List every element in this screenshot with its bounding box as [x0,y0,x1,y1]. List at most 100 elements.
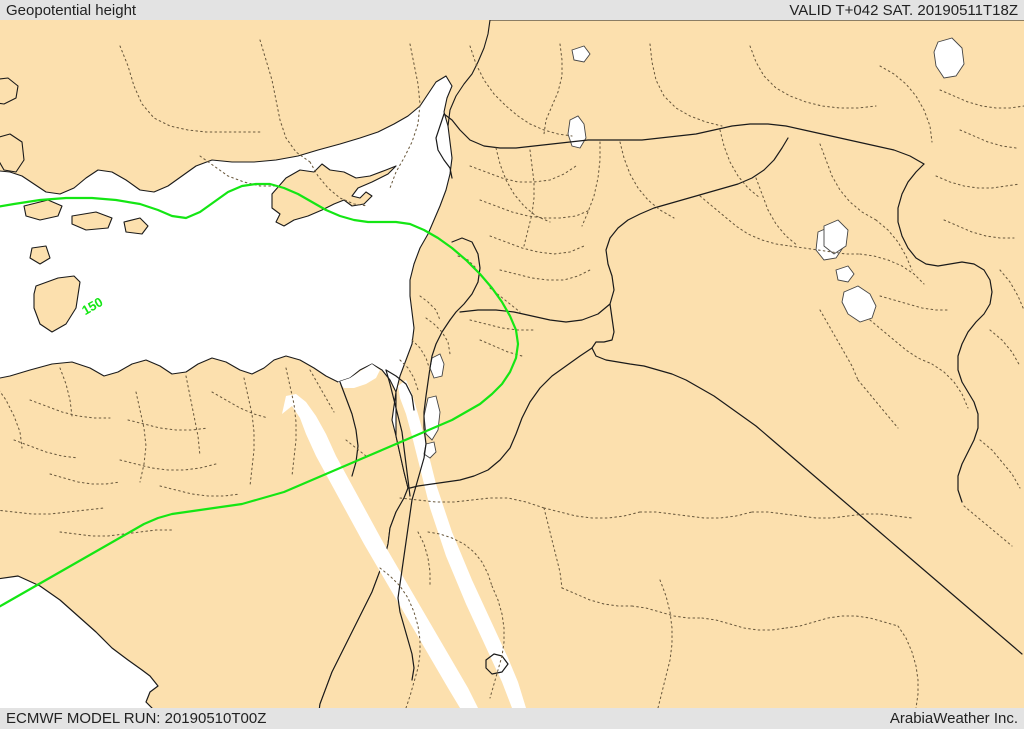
admin-turkey-8 [879,65,933,143]
lake-tharthar [823,219,849,255]
admin-syria-1 [469,165,577,183]
admin-saudi-9 [701,617,787,631]
admin-iran-1 [939,89,1024,109]
sea-nile-delta-notch [338,364,380,388]
lakes-group [423,37,965,459]
admin-egypt-2 [185,375,201,457]
admin-palestine-1 [419,295,441,321]
admin-egypt-10 [13,439,79,459]
map-svg: 150 [0,20,1024,708]
admin-saudi-11 [897,625,919,708]
admin-saudi-4 [751,511,913,519]
admin-iraq-1 [699,195,791,247]
map-canvas[interactable]: 150 [0,20,1024,708]
sea-gulf-of-aqaba [398,380,526,708]
admin-turkey-13 [719,129,761,199]
admin-israel-1 [425,317,451,355]
lake-small-caspian-edge [571,45,591,63]
admin-israel-3 [399,359,419,391]
land-aegean-island-2 [0,133,25,173]
sea-red-sea [0,576,158,708]
lake-tuz [567,115,587,149]
admin-turkey-12 [619,141,675,219]
border-iraq-iran [897,163,993,503]
admin-iran-3 [935,175,1021,189]
admin-turkey-4 [469,45,573,137]
border-lebanon [449,237,481,321]
landmass-group [0,20,1024,708]
admin-egypt-5 [285,367,297,477]
admin-jordan-1 [469,319,535,331]
admin-syria-6 [581,141,601,227]
land-aegean-island-1 [0,77,19,105]
border-turkey-syria-west [435,113,453,179]
admin-saudi-hejaz-3 [489,585,505,699]
admin-egypt-11 [0,507,105,515]
coastline-red-sea-saudi [0,575,159,708]
admin-turkey-7 [749,45,877,109]
admin-saudi-hejaz-1 [379,567,421,708]
admin-saudi-1 [399,497,545,509]
land-levant-coast [318,20,1024,708]
admin-turkey-10 [309,161,369,207]
admin-egypt-west-1 [49,473,121,485]
admin-iraq-10 [819,309,859,381]
admin-egypt-3 [211,391,269,419]
admin-saudi-hejaz-2 [427,531,493,587]
admin-syria-5 [523,149,535,247]
valid-time-label: VALID T+042 SAT. 20190511T18Z [789,1,1018,19]
border-turkey-syria [443,113,925,165]
admin-iraq-9 [931,363,969,409]
land-aegean-island-5 [123,217,149,235]
admin-egypt-7 [119,459,217,471]
admin-iraq-8 [869,319,933,365]
admin-libya-1 [0,390,23,449]
admin-libya-2 [59,367,73,417]
admin-iraq-6 [875,219,913,271]
lake-habbaniyah [835,265,855,283]
admin-saudi-10 [785,615,899,629]
admin-saudi-2 [543,507,641,519]
admin-iraq-2 [789,245,861,255]
header-bar: Geopotential height VALID T+042 SAT. 201… [0,0,1024,20]
border-egypt-israel [385,369,411,497]
admin-iran-6 [989,329,1021,367]
admin-israel-2 [411,339,431,371]
land-crete-east [33,275,81,333]
admin-turkey-9 [199,155,277,187]
footer-bar: ECMWF MODEL RUN: 20190510T00Z ArabiaWeat… [0,708,1024,729]
lake-razzaza [841,285,877,323]
admin-egypt-west-2 [59,529,173,537]
admin-egypt-8 [159,485,241,497]
admin-iraq-11 [857,379,899,429]
land-aegean-island-4 [71,211,113,231]
admin-turkey-1 [119,45,261,133]
border-sinai-negev [385,369,415,411]
admin-turkey-5 [543,43,563,135]
border-syria-jordan [459,137,789,323]
border-jordan-saudi-south [409,347,593,489]
border-israel-jordan [397,319,451,681]
admin-egypt-1 [135,391,147,483]
admin-iran-7 [979,439,1021,489]
land-cyprus [271,163,397,227]
admin-iran-8 [963,505,1013,547]
admin-turkey-2 [259,39,311,163]
admin-iran-5 [999,269,1024,311]
national-borders-group [0,113,1023,708]
border-jordan-saudi-iraq [591,303,1023,655]
coastline-jeddah-detail [485,653,509,675]
admin-syria-4 [499,269,591,281]
admin-egypt-sinai-1 [309,369,335,413]
admin-saudi-5 [543,507,563,589]
admin-turkey-11 [495,147,551,223]
admin-syria-2 [479,199,591,219]
admin-borders-group [0,39,1024,708]
admin-egypt-4 [243,377,255,487]
admin-iran-2 [959,129,1017,149]
admin-egypt-9 [29,399,111,419]
admin-turkey-6 [649,43,723,127]
model-run-label: ECMWF MODEL RUN: 20190510T00Z [6,710,267,727]
land-rhodes [29,245,51,265]
admin-syria-3 [489,235,585,255]
